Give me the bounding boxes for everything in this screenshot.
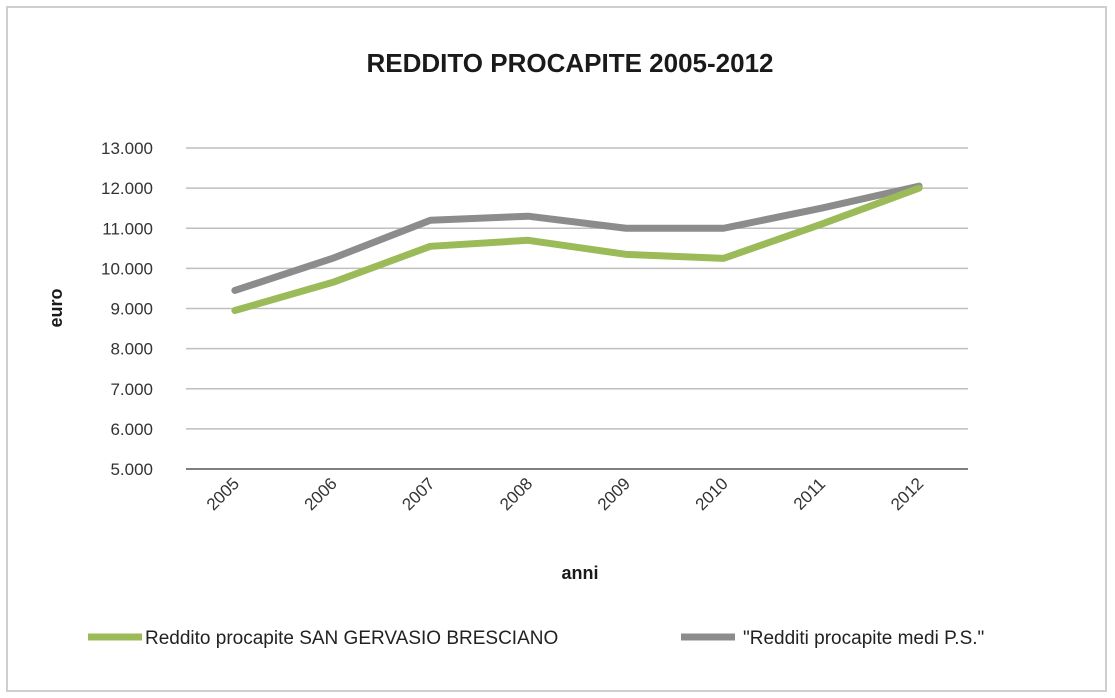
y-tick-label: 10.000 [101,259,153,278]
y-axis-title: euro [46,288,66,327]
line-chart: REDDITO PROCAPITE 2005-2012 5.000 6.000 7.… [46,48,984,649]
chart-frame: REDDITO PROCAPITE 2005-2012 5.000 6.000 7.… [6,6,1107,692]
x-tick-label: 2008 [496,474,536,514]
x-tick-label: 2005 [203,474,243,514]
legend: Reddito procapite SAN GERVASIO BRESCIANO… [88,628,984,649]
series-lines [231,182,923,315]
gridlines [186,147,968,470]
y-axis-ticks: 5.000 6.000 7.000 8.000 9.000 10.000 11.000 12.… [101,139,153,479]
x-axis-ticks: 2005 2006 2007 2008 2009 2010 2011 2012 [203,474,927,514]
y-tick-label: 12.000 [101,179,153,198]
legend-label: Reddito procapite SAN GERVASIO BRESCIANO [145,628,558,649]
x-tick-label: 2011 [790,474,829,513]
chart-title: REDDITO PROCAPITE 2005-2012 [367,48,774,78]
x-tick-label: 2012 [887,474,927,514]
series-line [231,184,923,315]
y-tick-label: 13.000 [101,139,153,158]
y-tick-label: 8.000 [110,340,153,359]
x-axis-title: anni [561,563,598,583]
y-tick-label: 7.000 [110,380,153,399]
x-tick-label: 2006 [301,474,341,514]
x-tick-label: 2009 [594,474,634,514]
y-tick-label: 5.000 [110,460,153,479]
y-tick-label: 6.000 [110,420,153,439]
x-tick-label: 2010 [692,474,732,514]
series-line [231,182,923,294]
legend-label: "Redditi procapite medi P.S." [743,628,984,649]
x-tick-label: 2007 [398,474,438,514]
y-tick-label: 9.000 [110,300,153,319]
y-tick-label: 11.000 [102,219,153,238]
